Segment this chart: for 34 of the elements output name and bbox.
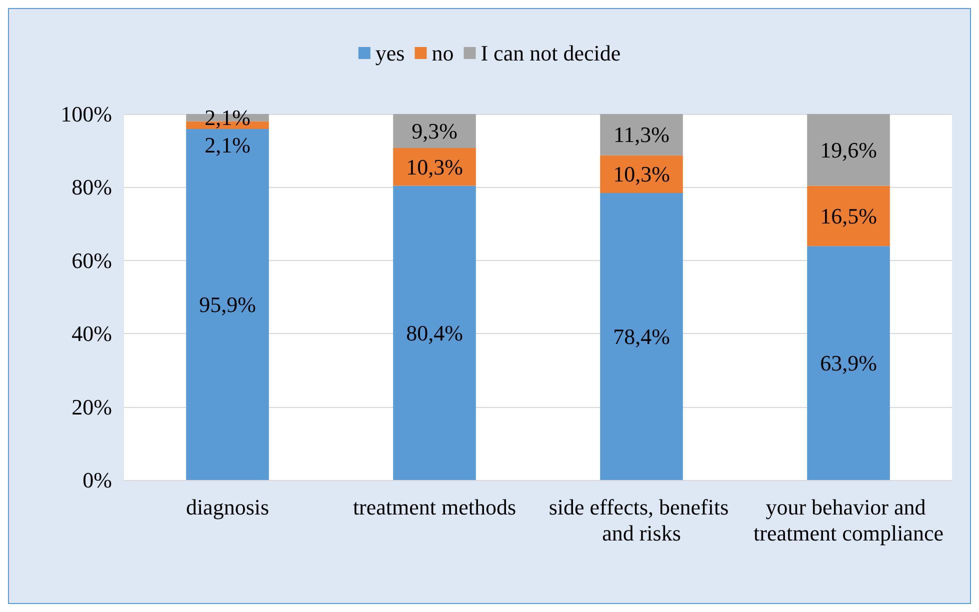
bar	[393, 148, 476, 186]
bar	[807, 114, 890, 186]
data-label: 78,4%	[613, 324, 670, 350]
data-label: 16,5%	[820, 203, 877, 228]
x-tick-label: side effects, benefits and risks	[548, 494, 734, 546]
data-label: 11,3%	[613, 122, 670, 148]
x-tick-label: diagnosis	[186, 494, 270, 520]
x-tick-label: treatment methods	[352, 494, 516, 520]
y-tick-label: 60%	[72, 248, 112, 273]
x-tick-label: your behavior and treatment compliance	[754, 494, 944, 546]
y-tick-label: 100%	[60, 102, 112, 126]
bar	[807, 246, 890, 480]
y-tick-label: 0%	[82, 468, 112, 492]
bar	[186, 129, 269, 480]
data-label: 19,6%	[820, 137, 877, 162]
bar	[600, 155, 683, 194]
data-label: 63,9%	[820, 350, 877, 376]
bar	[600, 193, 683, 480]
legend-label: yes	[375, 40, 405, 66]
data-label: 10,3%	[613, 162, 670, 187]
bar	[600, 114, 683, 156]
bar	[393, 114, 476, 148]
legend-label: I can not decide	[480, 40, 621, 66]
legend-label: no	[432, 40, 454, 66]
y-tick-label: 40%	[72, 321, 112, 346]
y-tick-label: 80%	[72, 174, 112, 200]
data-label: 2,1%	[204, 132, 250, 158]
data-label: 95,9%	[199, 292, 256, 318]
data-label: 80,4%	[406, 320, 463, 346]
y-tick-label: 20%	[72, 394, 112, 420]
bar	[807, 186, 890, 246]
data-label: 9,3%	[412, 118, 458, 144]
bar	[393, 186, 476, 480]
data-label: 10,3%	[406, 154, 463, 180]
